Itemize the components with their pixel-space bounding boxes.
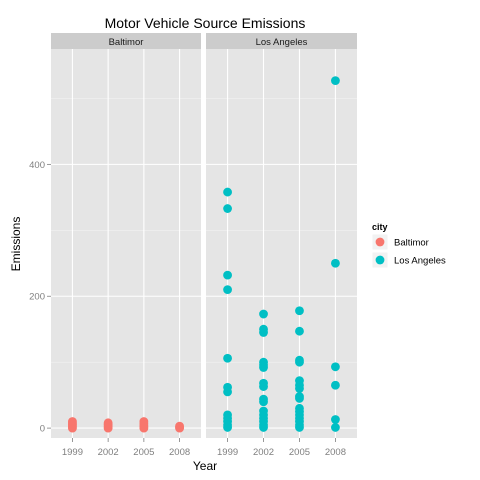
y-tick-label: 0 <box>40 424 45 435</box>
legend-items: Baltimor Los Angeles <box>371 233 446 269</box>
x-tick-label: 2002 <box>253 447 274 458</box>
facet-strip-los-angeles <box>206 33 357 49</box>
data-point <box>295 306 304 316</box>
data-point <box>295 423 304 432</box>
panel-baltimor <box>51 49 201 438</box>
data-point <box>295 357 304 367</box>
facet-strip-label-los-angeles: Los Angeles <box>256 37 308 48</box>
points-baltimor <box>68 417 184 433</box>
x-axis-label: Year <box>193 459 217 473</box>
x-tick-label: 2002 <box>98 447 119 458</box>
data-point <box>223 423 232 432</box>
legend-label: Baltimor <box>394 238 429 249</box>
data-point <box>259 363 268 372</box>
chart-title: Motor Vehicle Source Emissions <box>105 15 306 31</box>
data-point <box>331 258 340 268</box>
data-point <box>331 415 340 424</box>
legend-marker <box>375 237 385 247</box>
facet-strip-label-baltimor: Baltimor <box>109 37 144 48</box>
data-point <box>331 76 340 86</box>
data-point <box>103 418 113 428</box>
x-axis: 1999 2002 2005 2008 1999 2002 2005 2008 <box>62 438 346 458</box>
data-point <box>223 387 232 397</box>
data-point <box>223 204 232 213</box>
data-point <box>259 309 268 319</box>
data-point <box>175 421 184 431</box>
x-tick-label: 2005 <box>133 447 154 458</box>
data-point <box>259 328 268 337</box>
y-axis: 0 200 400 <box>29 160 51 435</box>
points-los-angeles <box>223 76 340 432</box>
data-point <box>68 417 77 426</box>
data-point <box>223 353 232 363</box>
legend-marker <box>375 255 385 265</box>
x-tick-label: 2005 <box>289 447 310 458</box>
legend: city Baltimor Los Angeles <box>371 222 446 269</box>
facet-los-angeles: Los Angeles <box>206 33 357 438</box>
y-tick-label: 400 <box>29 160 45 171</box>
x-tick-label: 2008 <box>169 447 190 458</box>
data-point <box>259 423 268 432</box>
x-tick-label: 1999 <box>62 447 83 458</box>
data-point <box>259 397 268 407</box>
data-point <box>331 362 340 372</box>
data-point <box>331 380 340 390</box>
legend-label: Los Angeles <box>394 256 446 267</box>
facet-baltimor: Baltimor <box>51 33 201 438</box>
data-point <box>223 187 232 197</box>
x-tick-label: 2008 <box>325 447 346 458</box>
y-tick-label: 200 <box>29 292 45 303</box>
data-point <box>223 285 232 295</box>
legend-title: city <box>372 222 388 232</box>
panel-los-angeles <box>206 49 357 438</box>
gridlines-los-angeles <box>206 49 357 438</box>
data-point <box>223 270 232 280</box>
data-point <box>295 384 304 393</box>
data-point <box>139 417 149 426</box>
data-point <box>331 423 340 432</box>
data-point <box>295 326 304 336</box>
x-tick-label: 1999 <box>217 447 238 458</box>
y-axis-label: Emissions <box>9 217 23 272</box>
data-point <box>259 382 268 391</box>
facet-strip-baltimor <box>51 33 201 49</box>
data-point <box>295 394 304 403</box>
